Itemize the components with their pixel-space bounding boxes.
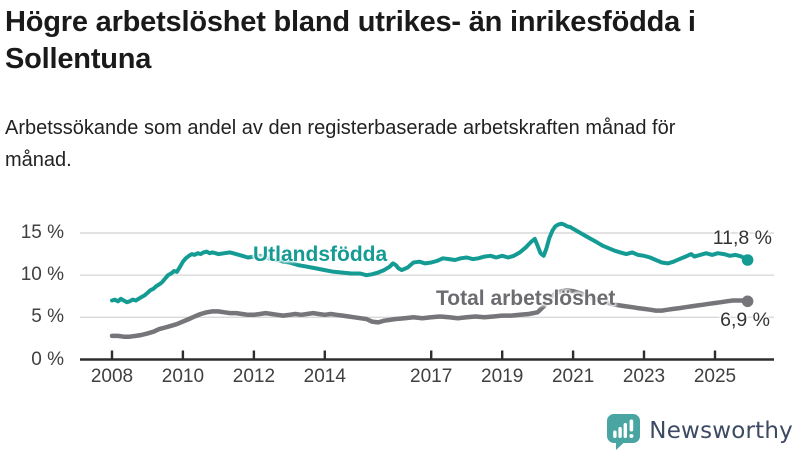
series-label-utlandsfodda: Utlandsfödda (253, 243, 388, 266)
page-title: Högre arbetslöshet bland utrikes- än inr… (5, 6, 696, 75)
page-subtitle: Arbetssökande som andel av den registerb… (5, 117, 676, 171)
end-value-label-total-arbetsloshet: 6,9 % (720, 309, 770, 331)
x-axis-label: 2014 (303, 366, 346, 387)
x-axis-label: 2010 (161, 366, 205, 387)
series-label-total-arbetsloshet: Total arbetslöshet (436, 287, 616, 310)
x-axis-label: 2012 (232, 366, 276, 387)
y-axis-label: 15 % (20, 222, 64, 243)
series-end-dot-utlandsfodda (741, 254, 754, 266)
y-axis-label: 0 % (31, 348, 64, 370)
x-axis-label: 2021 (551, 366, 595, 387)
series-line-utlandsfodda (110, 221, 750, 305)
x-axis-label: 2017 (410, 366, 453, 387)
bar-chart-speech-bubble-icon (606, 413, 641, 450)
series-line-total-arbetsloshet (109, 288, 750, 339)
y-axis-label: 10 % (20, 264, 64, 286)
end-value-label-utlandsfodda: 11,8 % (712, 227, 772, 249)
x-axis-label: 2008 (90, 366, 134, 387)
x-axis-label: 2023 (622, 366, 666, 387)
x-axis-label: 2025 (693, 366, 737, 387)
newsworthy-logo[interactable]: Newsworthy (606, 412, 793, 450)
y-axis-label: 5 % (31, 306, 64, 328)
newsworthy-brand-text: Newsworthy (649, 418, 793, 444)
series-end-dot-total-arbetsloshet (741, 295, 754, 308)
x-axis-label: 2019 (481, 366, 524, 387)
